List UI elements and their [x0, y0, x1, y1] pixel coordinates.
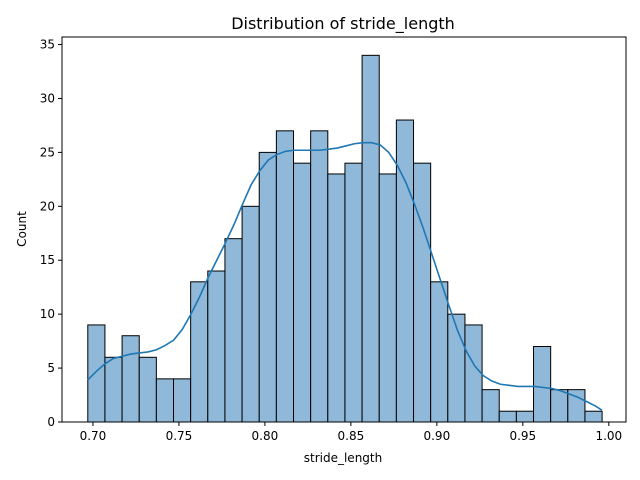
histogram-bar — [413, 162, 432, 423]
histogram-bar — [430, 281, 449, 423]
y-tick-label: 5 — [47, 361, 55, 375]
y-axis-ticks: 0 5 10 15 20 25 30 35 — [40, 38, 62, 429]
chart-title: Distribution of stride_length — [231, 14, 455, 34]
histogram-bar — [190, 281, 209, 423]
plot-frame — [61, 36, 627, 423]
histogram-bar — [327, 173, 346, 423]
x-axis-ticks: 0.70 0.75 0.80 0.85 0.90 0.95 1.00 — [80, 422, 622, 443]
x-tick-label: 0.75 — [166, 429, 193, 443]
x-tick-label: 0.95 — [509, 429, 536, 443]
y-tick-label: 35 — [40, 38, 55, 52]
histogram-bar — [361, 54, 380, 423]
histogram-bar — [138, 356, 157, 423]
histogram-bar — [207, 270, 226, 423]
histogram-bar — [481, 389, 500, 423]
x-tick-label: 0.85 — [338, 429, 365, 443]
histogram-bar — [344, 162, 363, 423]
histogram-bar — [155, 378, 175, 423]
histogram-bar — [464, 324, 483, 423]
x-tick-label: 0.70 — [80, 429, 107, 443]
histogram-bar — [515, 410, 535, 423]
histogram-bar — [498, 410, 517, 423]
x-tick-label: 1.00 — [595, 429, 622, 443]
histogram-bar — [533, 346, 552, 423]
y-tick-label: 15 — [40, 253, 55, 267]
y-tick-label: 25 — [40, 145, 55, 159]
x-tick-label: 0.80 — [252, 429, 279, 443]
bars-group — [87, 54, 603, 423]
y-axis-label: Count — [15, 211, 29, 247]
histogram-bar — [241, 205, 260, 423]
histogram-bar — [275, 130, 295, 423]
histogram-bar — [87, 324, 106, 423]
histogram-bar — [550, 389, 569, 423]
x-axis-label: stride_length — [304, 451, 382, 465]
histogram-bar — [224, 238, 243, 423]
kde-line — [87, 141, 603, 411]
histogram-bar — [104, 356, 123, 423]
histogram-bar — [258, 151, 277, 423]
histogram-bar — [310, 130, 329, 423]
histogram-bar — [584, 410, 603, 423]
histogram-bar — [173, 378, 192, 423]
y-tick-label: 20 — [40, 199, 55, 213]
histogram-bar — [378, 173, 397, 423]
x-tick-label: 0.90 — [423, 429, 450, 443]
histogram-bar — [395, 119, 415, 423]
y-tick-label: 10 — [40, 307, 55, 321]
y-tick-label: 30 — [40, 91, 55, 105]
histogram-bar — [121, 335, 140, 423]
histogram-bar — [447, 313, 466, 423]
histogram-bar — [293, 162, 312, 423]
y-tick-label: 0 — [47, 415, 55, 429]
axes-spines — [61, 36, 627, 423]
